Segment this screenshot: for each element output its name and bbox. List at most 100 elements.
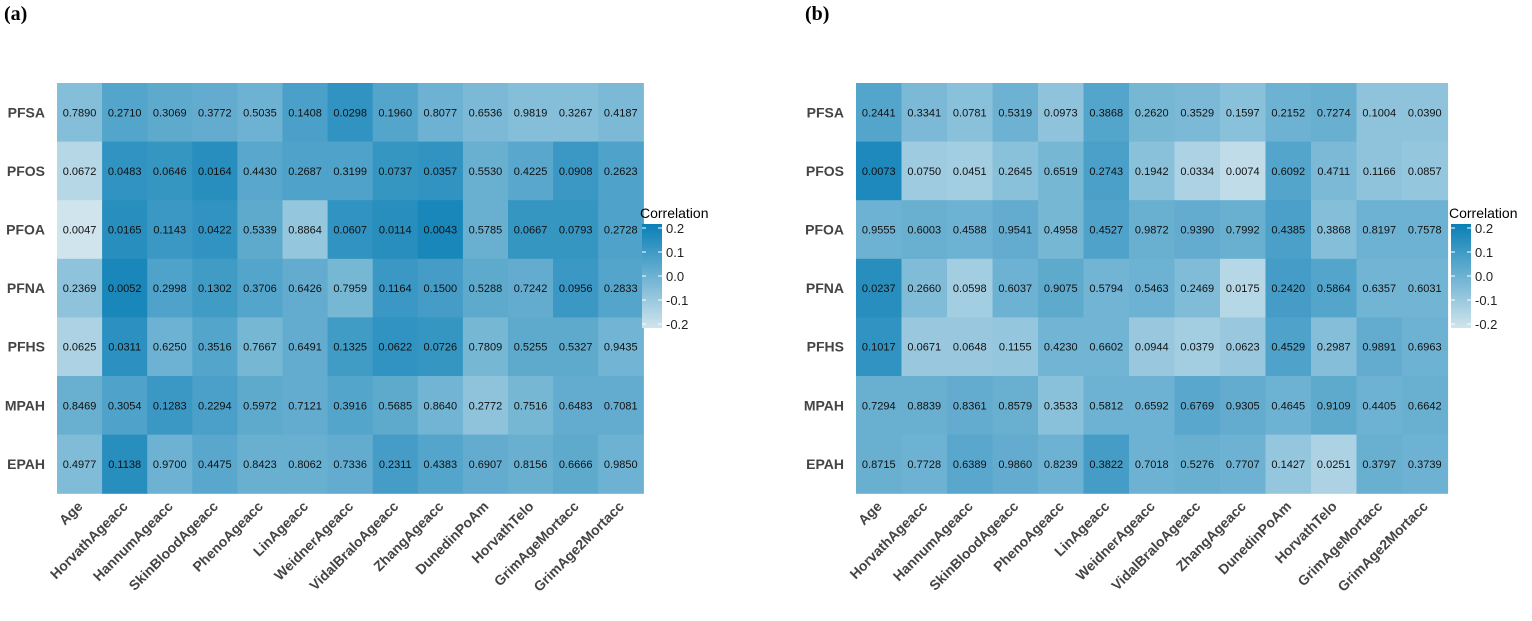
row-label: PFSA bbox=[807, 104, 844, 120]
heatmap-cell bbox=[327, 434, 374, 494]
heatmap-cell bbox=[1083, 434, 1130, 494]
cell-label: 0.7274 bbox=[1317, 107, 1351, 119]
cell-label: 0.1283 bbox=[153, 400, 187, 412]
cell-label: 0.0793 bbox=[559, 225, 593, 237]
heatmap-cell bbox=[237, 434, 284, 494]
legend-title: Correlation bbox=[640, 205, 708, 221]
cell-label: 0.0357 bbox=[424, 166, 458, 178]
cell-label: 0.9555 bbox=[862, 225, 896, 237]
cell-label: 0.3516 bbox=[198, 342, 232, 354]
heatmap-cell bbox=[1220, 83, 1267, 143]
column-label: WeidnerAgeacc bbox=[1072, 498, 1158, 584]
heatmap-cell bbox=[417, 141, 464, 201]
column-label: Age bbox=[56, 498, 86, 528]
row-label: PFOA bbox=[805, 222, 844, 238]
legend-tick-label: 0.2 bbox=[666, 221, 684, 236]
heatmap-cell bbox=[1265, 200, 1312, 260]
heatmap-cell bbox=[1129, 258, 1176, 318]
heatmap-cell bbox=[947, 376, 994, 436]
heatmap-cell bbox=[237, 317, 284, 377]
heatmap-cell bbox=[282, 141, 329, 201]
cell-label: 0.0672 bbox=[63, 166, 97, 178]
cell-label: 0.3739 bbox=[1408, 459, 1442, 471]
cell-label: 0.9872 bbox=[1135, 225, 1169, 237]
cell-label: 0.1004 bbox=[1362, 107, 1396, 119]
cell-label: 0.1597 bbox=[1226, 107, 1260, 119]
cell-label: 0.3868 bbox=[1089, 107, 1123, 119]
cell-label: 0.1017 bbox=[862, 342, 896, 354]
row-label: MPAH bbox=[5, 397, 45, 413]
heatmap-cell bbox=[1038, 141, 1085, 201]
heatmap-cell bbox=[147, 141, 193, 201]
cell-label: 0.2728 bbox=[604, 225, 638, 237]
heatmap-cell bbox=[237, 200, 284, 260]
panel-label: (b) bbox=[805, 3, 829, 25]
cell-label: 0.2420 bbox=[1271, 283, 1305, 295]
cell-label: 0.0043 bbox=[424, 225, 458, 237]
cell-label: 0.7018 bbox=[1135, 459, 1169, 471]
cell-label: 0.0251 bbox=[1317, 459, 1351, 471]
heatmap-cell bbox=[147, 376, 193, 436]
cell-label: 0.4711 bbox=[1317, 166, 1350, 178]
heatmap-cell bbox=[856, 317, 903, 377]
heatmap-cell bbox=[1402, 200, 1449, 260]
heatmap-cell bbox=[282, 83, 329, 143]
row-label: PFOA bbox=[6, 222, 45, 238]
heatmap-cell bbox=[992, 141, 1039, 201]
heatmap-cell bbox=[1083, 376, 1130, 436]
heatmap-cell bbox=[1311, 376, 1358, 436]
heatmap-cell bbox=[1220, 376, 1267, 436]
heatmap-cell bbox=[598, 141, 644, 201]
heatmap-cell bbox=[1265, 141, 1312, 201]
heatmap-cell bbox=[417, 200, 464, 260]
heatmap-cell bbox=[102, 200, 148, 260]
heatmap-cell bbox=[102, 258, 148, 318]
heatmap-cell bbox=[1038, 83, 1085, 143]
cell-label: 0.2441 bbox=[862, 107, 896, 119]
cell-label: 0.0165 bbox=[108, 225, 142, 237]
heatmap-cell bbox=[372, 258, 419, 318]
heatmap-cell bbox=[1402, 83, 1449, 143]
heatmap-cell bbox=[901, 258, 948, 318]
cell-label: 0.0422 bbox=[198, 225, 232, 237]
cell-label: 0.2152 bbox=[1271, 107, 1305, 119]
heatmap-cell bbox=[1265, 317, 1312, 377]
cell-label: 0.0074 bbox=[1226, 166, 1260, 178]
cell-label: 0.4645 bbox=[1271, 400, 1305, 412]
cell-label: 0.7578 bbox=[1408, 225, 1442, 237]
heatmap-cell bbox=[1402, 141, 1449, 201]
cell-label: 0.3797 bbox=[1362, 459, 1396, 471]
heatmap-cell bbox=[508, 434, 554, 494]
heatmap-cell bbox=[856, 83, 903, 143]
cell-label: 0.5972 bbox=[243, 400, 277, 412]
heatmap-cell bbox=[237, 141, 284, 201]
legend-title: Correlation bbox=[1449, 205, 1517, 221]
row-label: EPAH bbox=[806, 456, 844, 472]
cell-label: 0.1500 bbox=[424, 283, 458, 295]
heatmap-cell bbox=[992, 258, 1039, 318]
heatmap-cell bbox=[192, 376, 238, 436]
heatmap-cell bbox=[192, 258, 238, 318]
cell-label: 0.2833 bbox=[604, 283, 638, 295]
heatmap-cell bbox=[1311, 200, 1358, 260]
legend-tick-label: 0.1 bbox=[666, 245, 684, 260]
cell-label: 0.2645 bbox=[998, 166, 1032, 178]
cell-label: 0.7121 bbox=[288, 400, 322, 412]
heatmap-cell bbox=[1129, 200, 1176, 260]
cell-label: 0.5794 bbox=[1089, 283, 1123, 295]
heatmap-cell bbox=[192, 83, 238, 143]
cell-label: 0.0114 bbox=[379, 225, 412, 237]
heatmap-cell bbox=[57, 83, 103, 143]
heatmap-cell bbox=[417, 376, 464, 436]
heatmap-cell bbox=[372, 200, 419, 260]
cell-label: 0.7809 bbox=[469, 342, 503, 354]
cell-label: 0.9390 bbox=[1180, 225, 1214, 237]
cell-label: 0.3706 bbox=[243, 283, 277, 295]
heatmap-cell bbox=[1129, 83, 1176, 143]
cell-label: 0.7516 bbox=[514, 400, 548, 412]
heatmap-cell bbox=[417, 434, 464, 494]
heatmap-cell bbox=[57, 434, 103, 494]
cell-label: 0.0944 bbox=[1135, 342, 1169, 354]
heatmap-cell bbox=[508, 141, 554, 201]
column-label: WeidnerAgeacc bbox=[271, 498, 357, 584]
